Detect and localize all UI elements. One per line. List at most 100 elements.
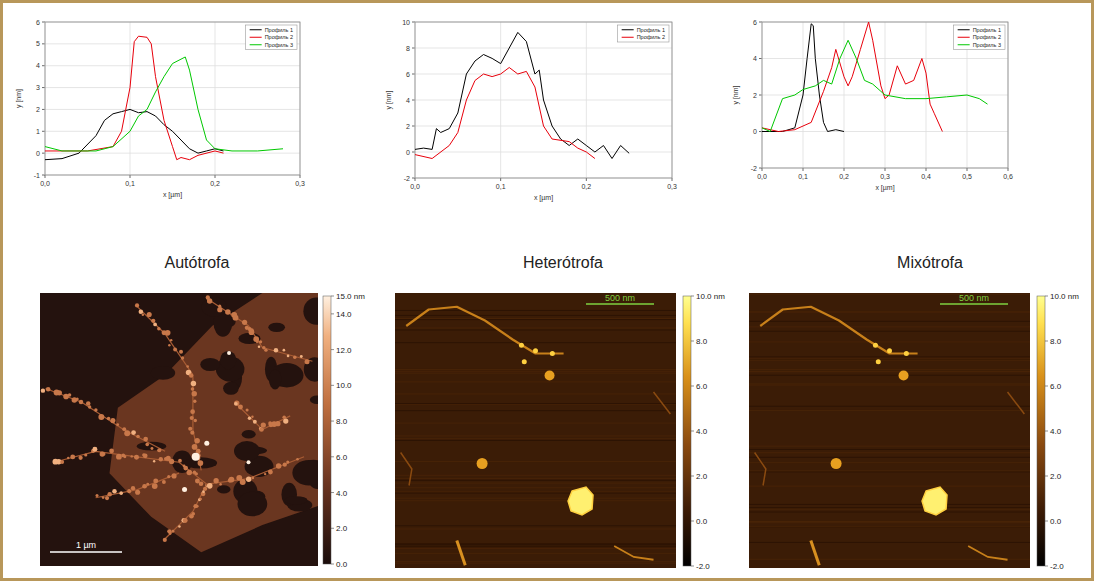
tick-mark — [42, 109, 45, 110]
bead — [876, 359, 881, 364]
membrane-hole — [238, 333, 260, 344]
bead — [124, 430, 130, 436]
bead — [167, 475, 170, 478]
bead — [163, 538, 167, 542]
bead — [533, 348, 538, 353]
legend-box — [954, 25, 1005, 50]
bead — [102, 453, 105, 456]
bead — [68, 393, 72, 397]
scan-line — [749, 559, 1030, 560]
tick-mark — [42, 65, 45, 66]
bead — [246, 408, 249, 411]
particle — [899, 371, 909, 381]
scan-line — [749, 358, 1030, 359]
line-chart: -202468100,00,10,20,3x [µm]y [nm]Профиль… — [385, 19, 677, 203]
bead — [213, 478, 218, 483]
scan-line — [395, 487, 676, 488]
membrane-hole — [220, 351, 236, 369]
scan-line — [749, 406, 1030, 407]
afm-image — [40, 293, 318, 566]
legend-swatch — [250, 44, 262, 45]
bead — [305, 359, 310, 364]
series-group — [415, 32, 629, 158]
colorbar-label: 12.0 — [336, 346, 352, 355]
bead — [240, 479, 246, 485]
bead — [192, 391, 197, 396]
bead — [143, 454, 148, 459]
bead — [112, 489, 117, 494]
scan-line — [395, 544, 676, 545]
scan-line — [395, 310, 676, 311]
bead — [92, 447, 97, 452]
colorbar-label: 14.0 — [336, 310, 352, 319]
scan-line — [749, 526, 1030, 527]
figure-border — [2, 2, 1093, 580]
bead — [192, 444, 198, 450]
colorbar-label: 8.0 — [696, 337, 708, 346]
legend-label: Профиль 1 — [973, 27, 1001, 33]
bead — [253, 420, 257, 424]
membrane-hole — [234, 441, 260, 461]
tick-mark — [691, 296, 694, 297]
tick-mark — [331, 564, 334, 565]
scale-bar — [50, 551, 122, 553]
series-line — [45, 57, 283, 151]
bead — [188, 427, 192, 431]
tick-mark — [42, 175, 45, 176]
bead — [186, 365, 189, 368]
plot-frame — [415, 22, 672, 178]
strand — [46, 389, 166, 452]
bead — [225, 309, 231, 315]
bead — [194, 419, 197, 422]
strand — [137, 307, 201, 471]
scan-line — [395, 319, 676, 320]
bead — [151, 319, 155, 323]
grid-line — [45, 153, 300, 154]
bead — [276, 463, 282, 469]
bead — [246, 477, 251, 482]
bead — [127, 489, 131, 493]
grid-line — [415, 74, 672, 75]
scan-line — [395, 440, 676, 441]
bead — [282, 415, 286, 419]
scale-bar — [940, 303, 1008, 305]
plot-background — [45, 22, 300, 175]
bright-spot — [182, 487, 187, 492]
colorbar-label: 0.0 — [1050, 517, 1062, 526]
membrane-hole — [223, 382, 239, 395]
tick-mark — [412, 48, 415, 49]
grid-line — [844, 22, 845, 168]
scan-line — [395, 546, 676, 547]
scale-bar-label: 1 µm — [76, 540, 96, 550]
tick-label: 0,0 — [40, 180, 50, 187]
scale-bar-label: 500 nm — [605, 293, 635, 303]
grid-line — [130, 22, 131, 175]
tick-mark — [691, 386, 694, 387]
bead — [887, 348, 892, 353]
fragment — [654, 392, 671, 414]
bead — [198, 498, 201, 501]
bead — [283, 349, 286, 352]
tick-mark — [331, 313, 334, 314]
tick-mark — [331, 385, 334, 386]
tick-mark — [42, 153, 45, 154]
bead — [60, 460, 64, 464]
bead — [550, 351, 555, 356]
tick-label: 0 — [36, 150, 40, 157]
series-line — [415, 68, 595, 159]
scan-line — [395, 461, 676, 462]
colorbar-label: 8.0 — [336, 417, 348, 426]
bead — [187, 470, 192, 475]
bead — [199, 481, 204, 486]
bead — [152, 483, 158, 489]
bead — [95, 494, 98, 497]
grid-line — [500, 22, 501, 178]
bead — [283, 418, 288, 423]
scale-bar — [586, 303, 654, 305]
colorbar-label: 6.0 — [336, 453, 348, 462]
tick-label: 10 — [402, 19, 410, 26]
tick-label: 4 — [406, 97, 410, 104]
tick-label: 0,4 — [921, 173, 931, 180]
scan-line — [395, 548, 676, 549]
tick-label: -2 — [404, 175, 410, 182]
